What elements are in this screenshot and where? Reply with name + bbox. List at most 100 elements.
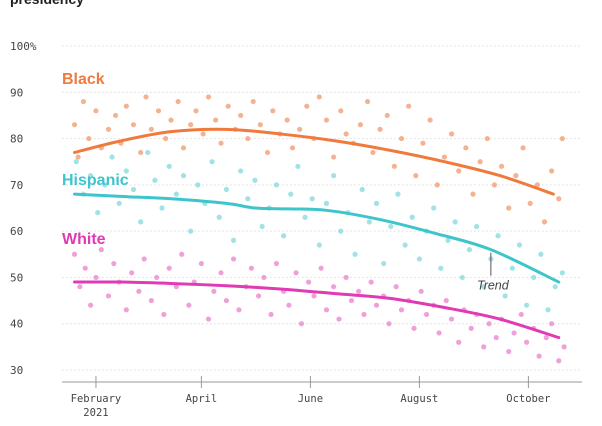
data-point xyxy=(391,163,397,169)
data-point xyxy=(534,182,540,188)
data-point xyxy=(452,219,458,225)
data-point xyxy=(223,297,229,304)
data-point xyxy=(166,265,172,271)
trend-line xyxy=(73,192,561,284)
data-point xyxy=(245,196,251,202)
data-point xyxy=(368,279,374,285)
data-point xyxy=(80,98,87,105)
data-point xyxy=(116,200,122,206)
data-point xyxy=(545,307,551,313)
data-point xyxy=(331,173,337,179)
data-point xyxy=(238,112,244,119)
data-point xyxy=(123,307,129,313)
data-point xyxy=(406,103,412,109)
data-point xyxy=(179,251,185,257)
data-point xyxy=(318,265,324,271)
y-tick-label: 70 xyxy=(10,179,23,192)
data-point xyxy=(71,251,78,257)
data-point xyxy=(77,284,83,290)
data-point xyxy=(82,265,88,271)
data-point xyxy=(456,168,462,174)
data-point xyxy=(297,126,303,132)
data-point xyxy=(509,265,515,271)
data-point xyxy=(470,191,476,197)
data-point xyxy=(152,177,158,183)
data-point xyxy=(238,168,244,174)
data-point xyxy=(498,163,505,169)
data-point xyxy=(338,108,344,114)
data-point xyxy=(145,149,151,156)
data-point xyxy=(180,145,187,151)
data-point xyxy=(409,214,415,220)
data-point xyxy=(73,159,79,165)
data-point xyxy=(186,302,192,308)
data-point xyxy=(393,284,399,290)
data-point xyxy=(155,108,162,114)
data-point xyxy=(143,94,149,100)
data-point xyxy=(211,288,217,294)
data-point xyxy=(188,122,194,128)
data-point xyxy=(459,274,465,281)
data-point xyxy=(506,348,512,355)
data-point xyxy=(130,122,137,128)
data-point xyxy=(111,260,117,267)
data-point xyxy=(193,108,199,114)
data-point xyxy=(268,311,274,318)
data-point xyxy=(257,122,263,128)
data-point xyxy=(141,256,147,262)
data-point xyxy=(71,122,78,128)
data-point xyxy=(398,135,405,142)
data-point xyxy=(477,159,483,165)
trend-annotation: Trend xyxy=(477,279,510,293)
data-point xyxy=(259,223,265,230)
data-point xyxy=(250,98,256,105)
data-point xyxy=(280,233,287,239)
data-point xyxy=(357,122,364,128)
data-point xyxy=(248,265,255,271)
data-point xyxy=(98,247,104,253)
data-point xyxy=(561,344,567,350)
data-point xyxy=(348,297,355,304)
data-point xyxy=(95,210,101,216)
data-point xyxy=(168,117,174,123)
data-point xyxy=(468,325,474,331)
data-point xyxy=(538,251,544,257)
data-point xyxy=(273,182,280,188)
data-point xyxy=(527,200,533,206)
data-point xyxy=(495,233,501,239)
data-point xyxy=(295,163,301,169)
data-point xyxy=(87,173,94,179)
data-point xyxy=(264,149,271,156)
data-point xyxy=(286,302,292,308)
data-point xyxy=(518,311,524,318)
data-point xyxy=(175,98,181,105)
data-point xyxy=(293,270,299,276)
data-point xyxy=(87,302,94,308)
data-point xyxy=(543,335,549,341)
data-point xyxy=(289,145,296,151)
data-point xyxy=(93,108,99,114)
data-point xyxy=(105,293,112,299)
trend-line xyxy=(73,127,555,196)
data-point xyxy=(163,135,169,142)
data-point xyxy=(236,307,242,313)
data-point xyxy=(481,284,487,290)
data-point xyxy=(484,135,490,142)
data-point xyxy=(148,126,154,132)
data-point xyxy=(216,214,222,220)
data-point xyxy=(323,117,330,123)
data-point xyxy=(398,307,405,313)
data-point xyxy=(549,168,555,174)
data-point xyxy=(431,205,437,211)
data-point xyxy=(213,117,219,123)
data-point xyxy=(284,117,290,123)
data-point xyxy=(316,94,322,100)
data-point xyxy=(205,94,212,100)
x-tick-sublabel: 2021 xyxy=(83,407,108,419)
data-point xyxy=(481,344,487,350)
data-point xyxy=(438,265,444,271)
data-point xyxy=(200,131,206,137)
data-point xyxy=(531,274,537,281)
data-point xyxy=(205,316,212,322)
